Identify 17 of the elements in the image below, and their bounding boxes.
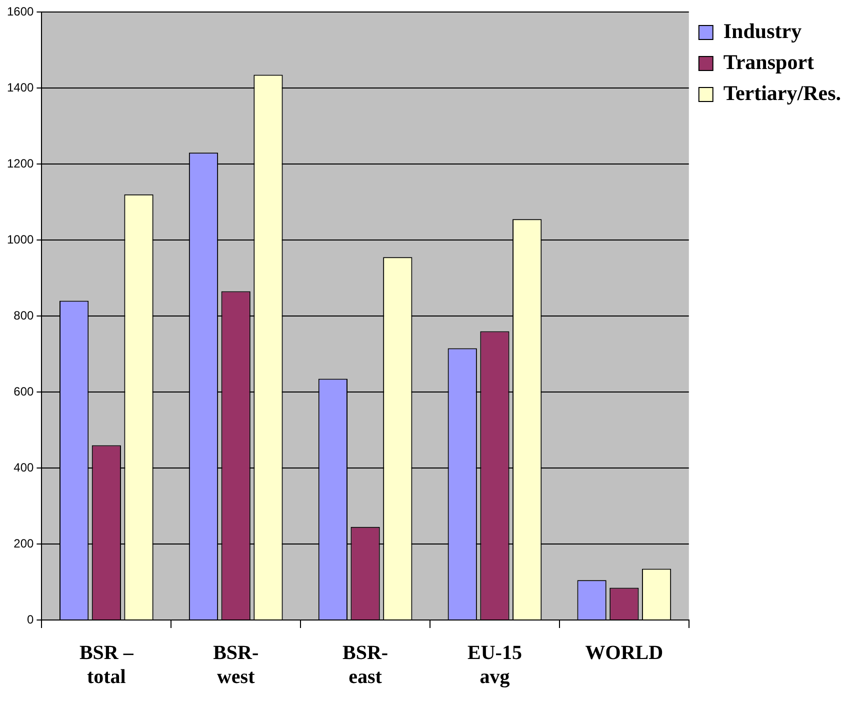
y-tick-label: 1400 [6,80,34,94]
y-tick-label: 600 [14,384,34,398]
x-tick-label: BSR- west [213,642,259,688]
y-tick-label: 1000 [6,232,34,246]
legend-label: Tertiary/Res. [723,80,842,105]
legend-label: Industry [723,18,802,43]
x-tick-label: WORLD [585,642,664,664]
y-tick-label: 400 [14,460,34,474]
y-tick-label: 800 [14,308,34,322]
y-tick-label: 0 [27,612,34,626]
y-tick-label: 1200 [6,156,34,170]
legend-label: Transport [723,50,814,74]
x-tick-label: EU-15 avg [468,642,522,688]
y-tick-label: 1600 [6,4,34,18]
y-tick-label: 200 [14,536,34,550]
x-tick-label: BSR – total [79,642,134,688]
x-tick-label: BSR- east [342,642,388,688]
